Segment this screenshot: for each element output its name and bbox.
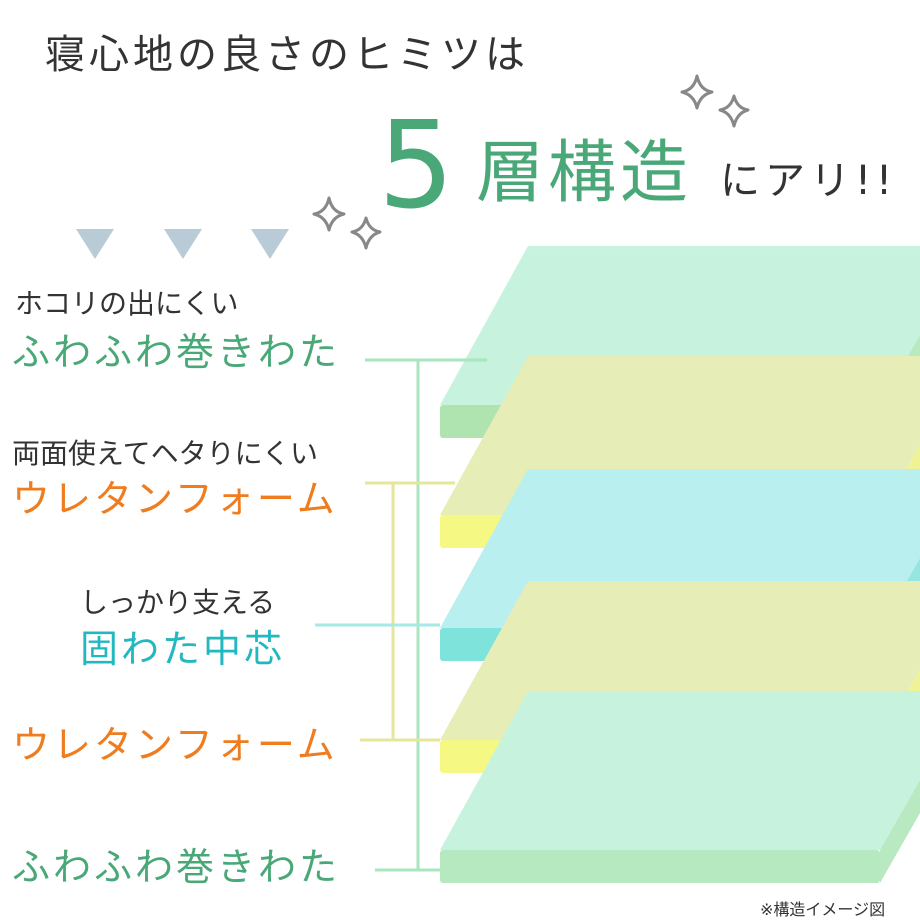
layer-name: ウレタンフォーム bbox=[12, 723, 338, 767]
note: ※構造イメージ図 bbox=[760, 900, 885, 919]
layer-name: ふわふわ巻きわた bbox=[12, 845, 340, 889]
header-line: 寝心地の良さのヒミツは bbox=[45, 32, 529, 78]
layer-caption: 両面使えてヘタりにくい bbox=[12, 437, 318, 470]
header-suffix: にアリ!! bbox=[720, 158, 897, 204]
header-emphasis: 層構造 bbox=[476, 134, 692, 213]
layer-name: ふわふわ巻きわた bbox=[12, 330, 340, 374]
layer-5 bbox=[440, 691, 920, 883]
layer-caption: ホコリの出にくい bbox=[15, 287, 238, 320]
connectors bbox=[315, 358, 487, 872]
triangles bbox=[76, 229, 289, 259]
header-number: 5 bbox=[378, 97, 454, 236]
layer-caption: しっかり支える bbox=[80, 586, 275, 619]
layer-name: ウレタンフォーム bbox=[12, 477, 338, 521]
layer-name: 固わた中芯 bbox=[80, 627, 285, 671]
layer-stack bbox=[440, 246, 920, 883]
sparkles bbox=[312, 74, 750, 250]
